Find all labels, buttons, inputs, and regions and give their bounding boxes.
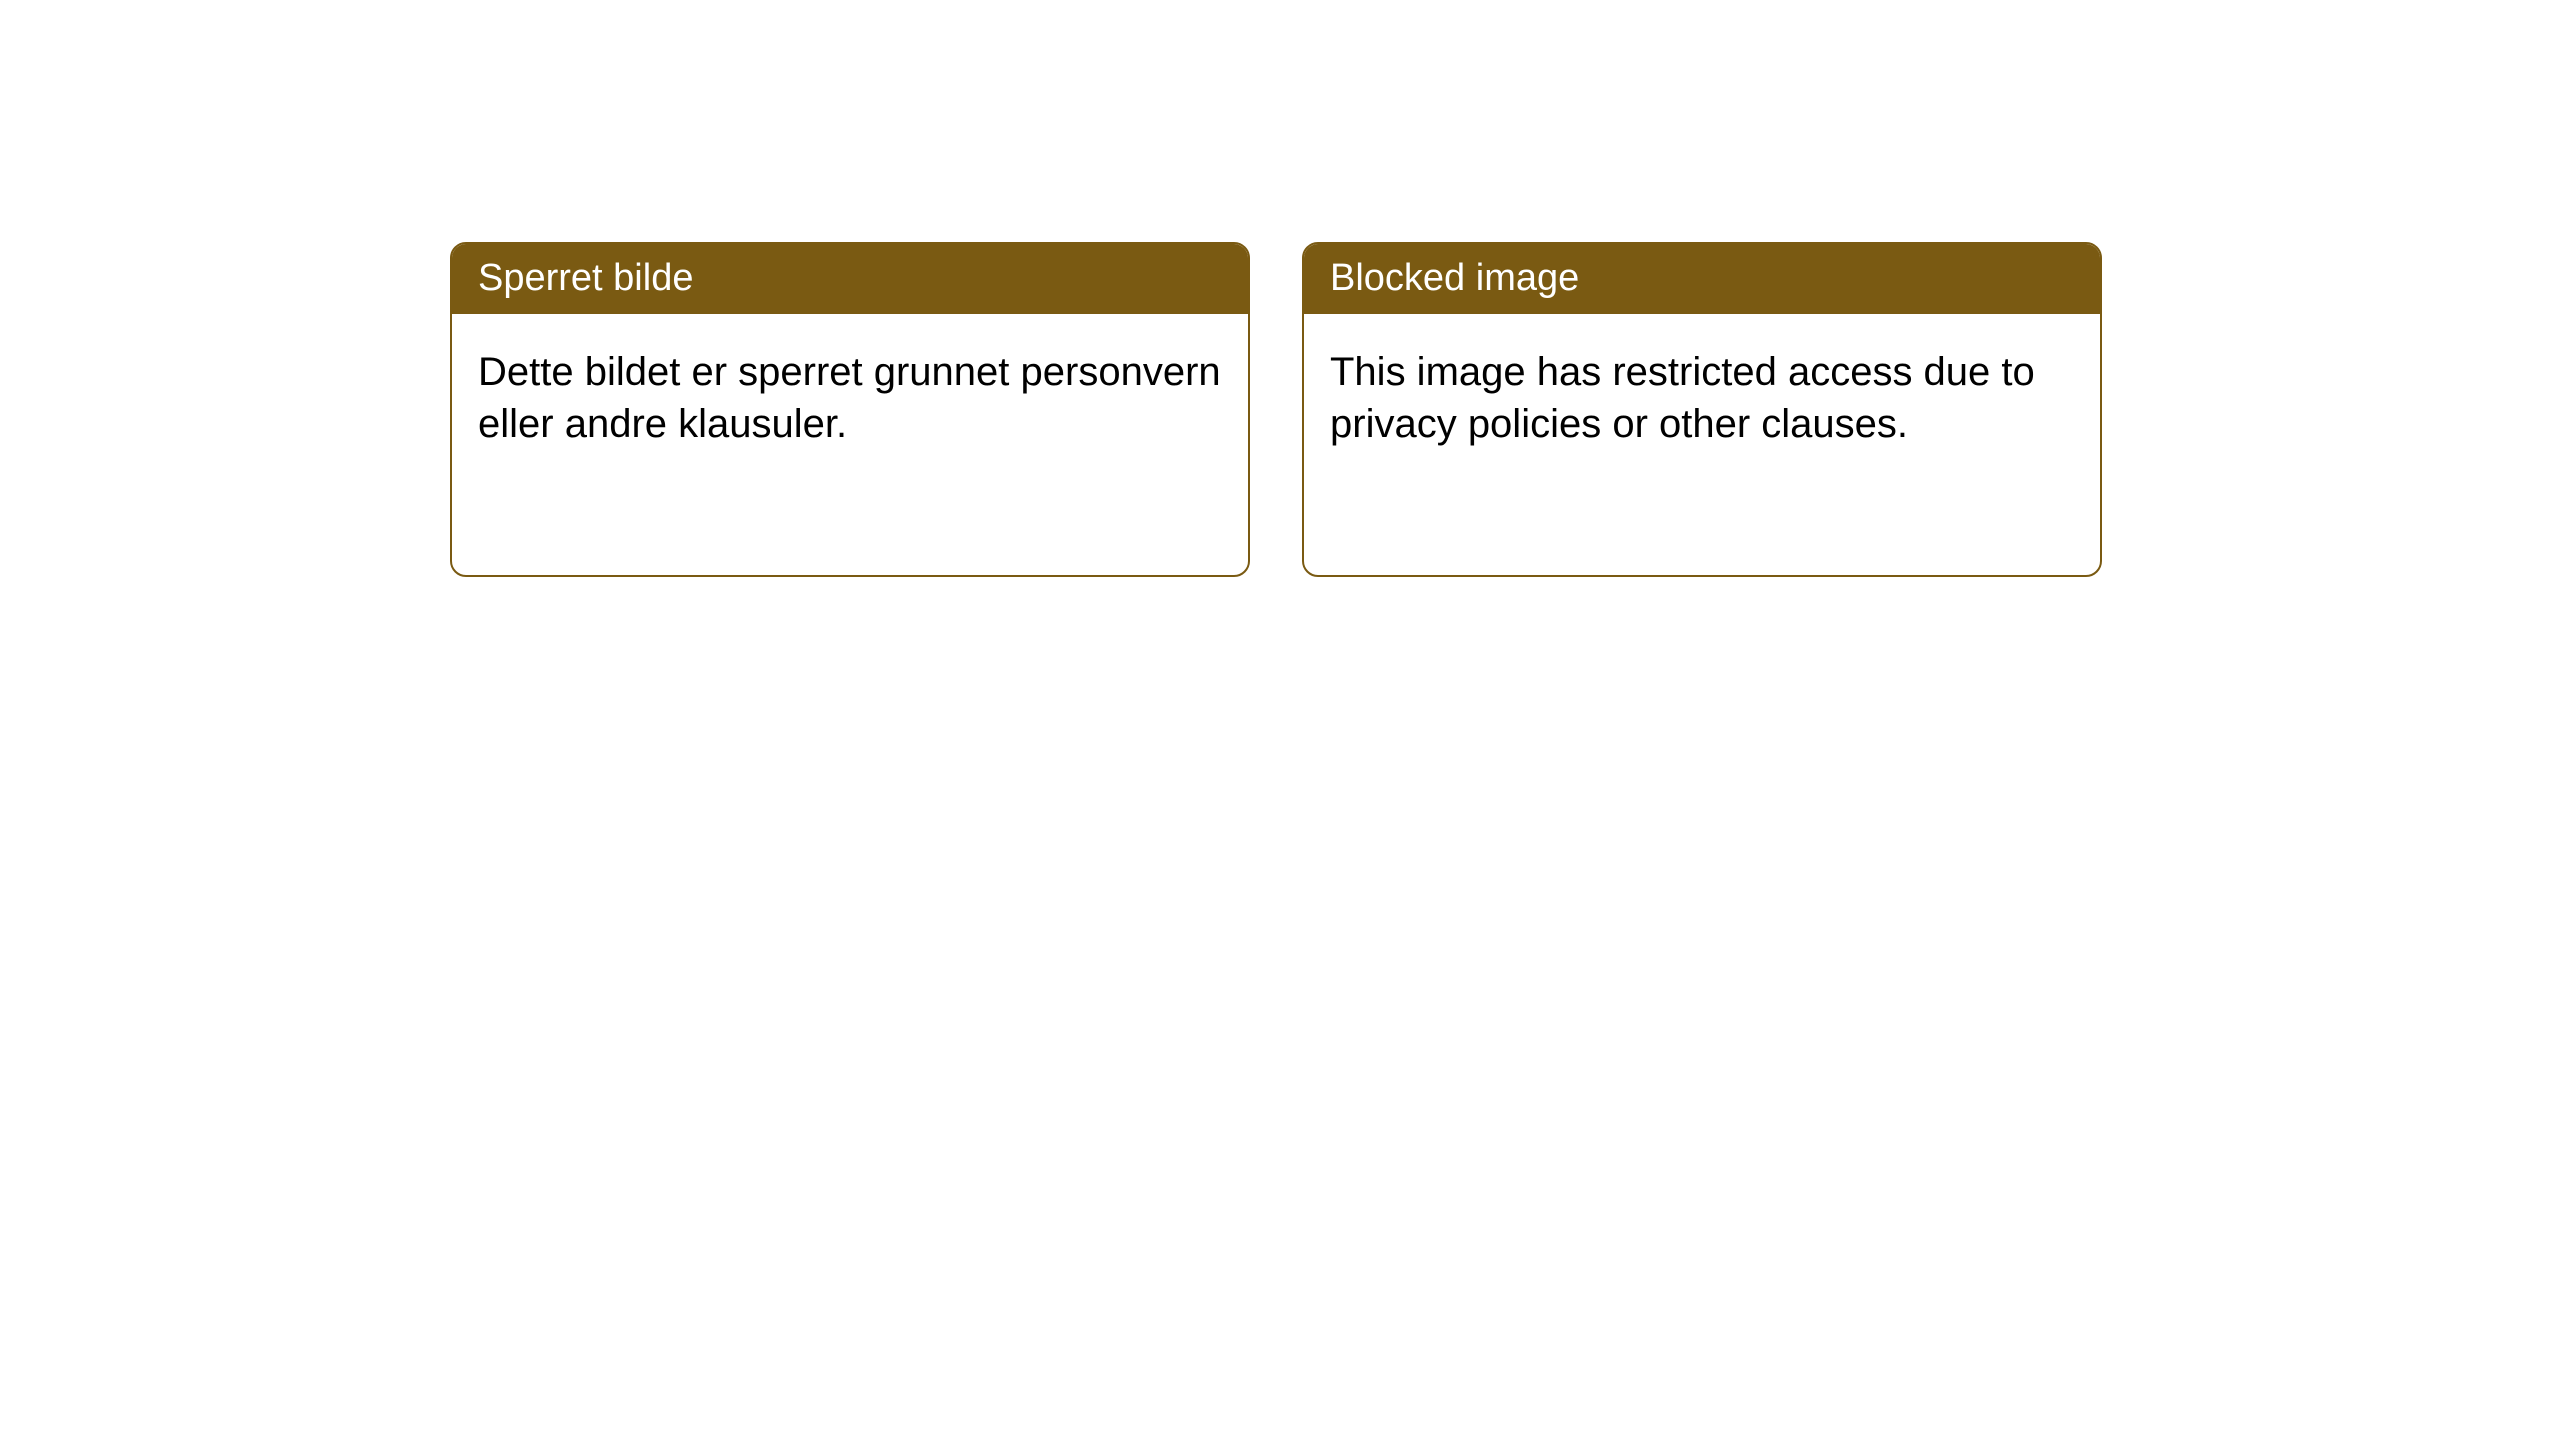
- card-body-norwegian: Dette bildet er sperret grunnet personve…: [452, 314, 1248, 482]
- card-header-norwegian: Sperret bilde: [452, 244, 1248, 314]
- card-body-english: This image has restricted access due to …: [1304, 314, 2100, 482]
- card-english: Blocked image This image has restricted …: [1302, 242, 2102, 577]
- card-norwegian: Sperret bilde Dette bildet er sperret gr…: [450, 242, 1250, 577]
- card-header-english: Blocked image: [1304, 244, 2100, 314]
- cards-container: Sperret bilde Dette bildet er sperret gr…: [450, 242, 2102, 577]
